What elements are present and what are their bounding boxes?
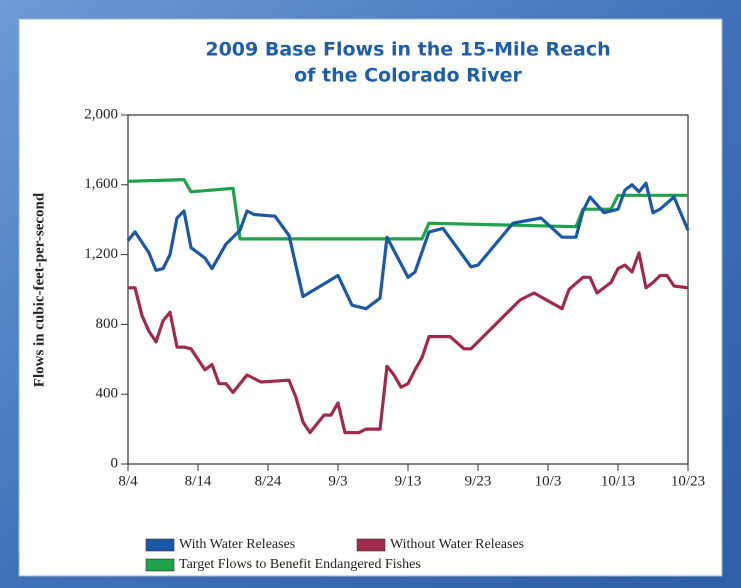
- x-tick-label: 9/23: [465, 473, 492, 489]
- legend-swatch: [145, 538, 175, 552]
- series-line: [128, 251, 689, 435]
- x-tick-label: 8/24: [255, 473, 282, 489]
- panel: [18, 18, 723, 577]
- x-tick-label: 9/3: [328, 473, 347, 489]
- y-tick-label: 1,200: [84, 246, 118, 262]
- y-tick-label: 2,000: [84, 106, 118, 122]
- y-tick-label: 400: [96, 386, 119, 402]
- x-tick-label: 10/23: [671, 473, 705, 489]
- y-axis-label: Flows in cubic-feet-per-second: [31, 192, 47, 387]
- legend-label: Target Flows to Benefit Endangered Fishe…: [179, 557, 421, 572]
- legend-label: Without Water Releases: [390, 537, 524, 552]
- y-tick-label: 1,600: [84, 176, 118, 192]
- x-tick-label: 10/3: [535, 473, 562, 489]
- series-line: [126, 181, 690, 311]
- chart-title: 2009 Base Flows in the 15-Mile Reach: [205, 39, 610, 61]
- x-tick-label: 10/13: [601, 473, 635, 489]
- series-line: [127, 178, 688, 241]
- y-tick-label: 0: [111, 455, 119, 471]
- x-tick-label: 8/4: [118, 473, 138, 489]
- legend-swatch: [145, 558, 175, 572]
- legend-label: With Water Releases: [179, 537, 295, 552]
- legend-swatch: [356, 538, 386, 552]
- x-tick-label: 8/14: [185, 473, 212, 489]
- chart-title: of the Colorado River: [294, 65, 522, 87]
- x-tick-label: 9/13: [395, 473, 422, 489]
- y-tick-label: 800: [96, 316, 119, 332]
